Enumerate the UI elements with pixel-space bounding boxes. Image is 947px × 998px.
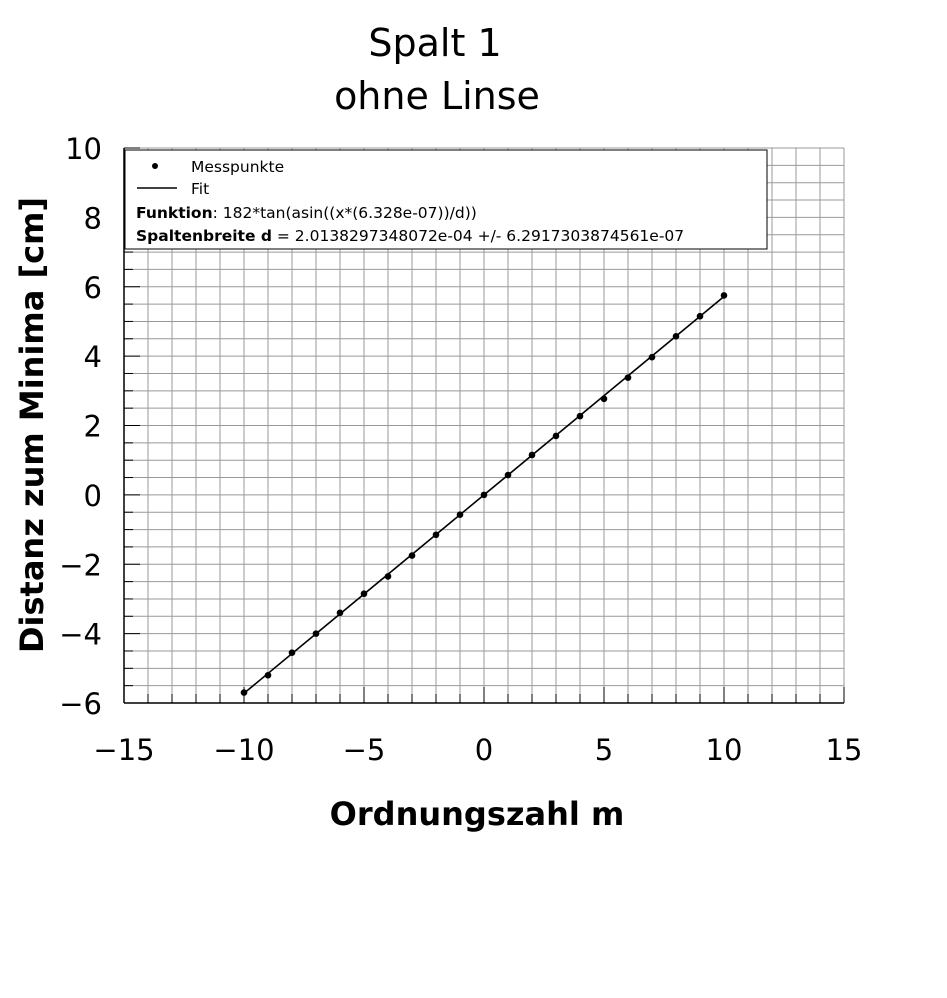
y-tick-label: 0 (84, 479, 102, 513)
legend-slit-width: Spaltenbreite d = 2.0138297348072e-04 +/… (136, 227, 684, 245)
legend-slit-width-text: = 2.0138297348072e-04 +/- 6.291730387456… (272, 227, 684, 245)
data-point (624, 374, 632, 381)
x-tick-label: 10 (706, 733, 743, 767)
x-tick-labels: −15 −10 −5 0 5 10 15 (93, 733, 862, 767)
data-point (432, 531, 440, 539)
data-point (480, 491, 488, 499)
y-tick-label: 8 (84, 201, 102, 235)
legend-function: Funktion: 182*tan(asin((x*(6.328e-07))/d… (136, 204, 477, 222)
y-tick-label: −2 (59, 548, 102, 582)
data-point (384, 573, 392, 580)
data-point (720, 292, 728, 299)
data-point (552, 432, 560, 440)
data-point (240, 689, 248, 696)
data-point (648, 353, 656, 361)
legend-marker-points (152, 163, 158, 169)
y-tick-label: −4 (59, 618, 102, 652)
data-point (336, 609, 344, 617)
x-tick-label: −15 (93, 733, 154, 767)
legend-label-fit: Fit (191, 180, 209, 198)
x-tick-label: −5 (343, 733, 386, 767)
y-tick-label: 2 (84, 410, 102, 444)
x-axis-title: Ordnungszahl m (330, 795, 625, 833)
legend: Messpunkte Fit Funktion: 182*tan(asin((x… (124, 149, 768, 250)
data-point (672, 333, 680, 340)
data-point (408, 552, 416, 559)
x-tick-label: 5 (595, 733, 613, 767)
y-tick-labels: −6 −4 −2 0 2 4 6 8 10 (59, 132, 102, 721)
data-point (600, 395, 608, 403)
chart-title-line-1: Spalt 1 (368, 21, 501, 65)
data-point (504, 471, 512, 479)
y-tick-label: 6 (84, 271, 102, 305)
chart-title-line-2: ohne Linse (334, 74, 540, 118)
legend-label-messpunkte: Messpunkte (191, 158, 284, 176)
data-point (360, 590, 368, 598)
legend-function-label: Funktion (136, 204, 213, 222)
y-axis-title: Distanz zum Minima [cm] (13, 197, 51, 653)
y-tick-label: −6 (59, 687, 102, 721)
legend-slit-width-label: Spaltenbreite d (136, 227, 272, 245)
messpunkte-series (240, 292, 728, 696)
legend-function-text: : 182*tan(asin((x*(6.328e-07))/d)) (213, 204, 477, 222)
data-point (264, 671, 272, 679)
data-point (312, 630, 320, 637)
y-tick-label: 10 (65, 132, 102, 166)
x-tick-label: −10 (213, 733, 274, 767)
x-tick-label: 0 (475, 733, 493, 767)
data-point (576, 412, 584, 420)
y-tick-label: 4 (84, 340, 102, 374)
x-tick-label: 15 (826, 733, 863, 767)
data-point (528, 451, 536, 459)
data-point (456, 511, 464, 518)
data-point (288, 649, 296, 657)
data-point (696, 312, 704, 320)
legend-box (124, 149, 768, 250)
